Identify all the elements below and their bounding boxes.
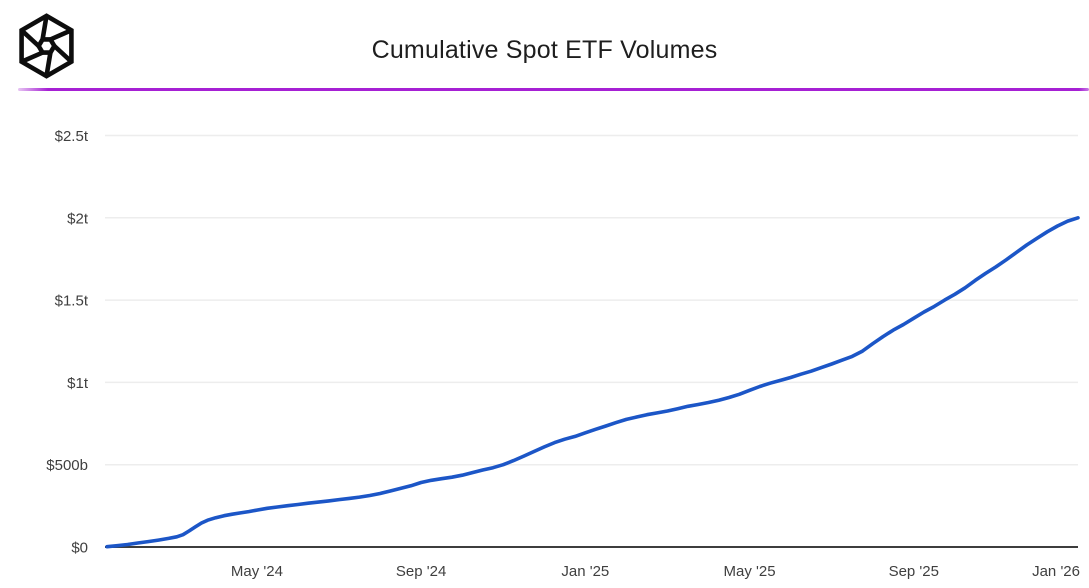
x-axis-tick-label: Jan '25 xyxy=(561,563,609,580)
etf-volume-line xyxy=(105,216,1080,549)
x-axis-tick-label: Jan '26 xyxy=(1032,563,1080,580)
y-axis-tick-label: $0 xyxy=(71,540,88,557)
header-divider-line xyxy=(18,88,1089,91)
the-block-cube-logo-icon xyxy=(19,13,74,79)
y-axis-tick-label: $1.5t xyxy=(55,293,89,310)
x-axis-tick-label: May '25 xyxy=(724,563,776,580)
chart-title: Cumulative Spot ETF Volumes xyxy=(371,36,718,64)
x-axis-tick-label: Sep '25 xyxy=(889,563,939,580)
x-axis-tick-label: Sep '24 xyxy=(396,563,446,580)
x-axis-tick-label: May '24 xyxy=(231,563,283,580)
y-axis-tick-label: $1t xyxy=(67,375,89,392)
y-axis-tick-label: $500b xyxy=(46,457,88,474)
y-axis-tick-label: $2t xyxy=(67,210,89,227)
y-axis-tick-label: $2.5t xyxy=(55,128,89,145)
